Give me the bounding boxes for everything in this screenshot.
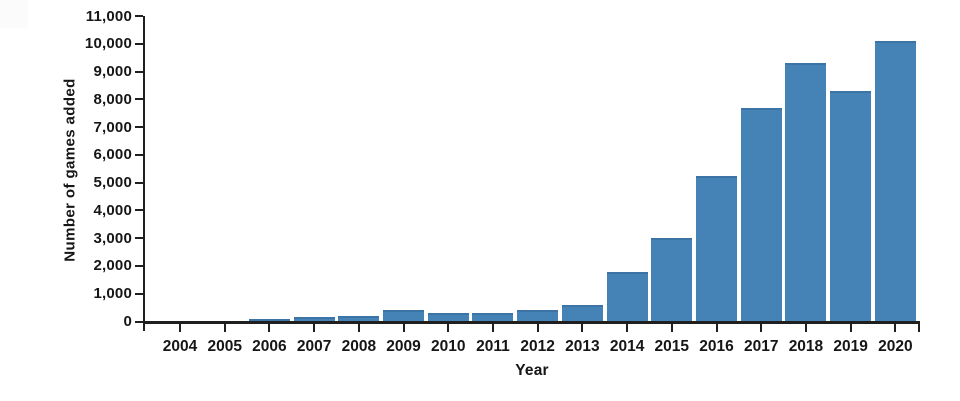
y-axis-tick-label: 8,000 bbox=[93, 90, 132, 108]
y-axis-tick bbox=[135, 126, 143, 129]
x-axis-tick-label: 2012 bbox=[520, 338, 555, 355]
x-axis-tick-label: 2014 bbox=[609, 338, 645, 355]
y-axis-tick bbox=[135, 15, 143, 18]
x-axis-tick bbox=[357, 324, 360, 332]
x-axis-tick bbox=[804, 324, 807, 332]
x-axis-tick-label: 2009 bbox=[386, 338, 421, 355]
x-axis-tick bbox=[447, 324, 450, 332]
y-axis-tick bbox=[135, 181, 143, 184]
bar-2011 bbox=[472, 313, 514, 322]
y-axis-tick-label: 6,000 bbox=[93, 146, 132, 164]
bar-2012 bbox=[517, 310, 559, 322]
y-axis-tick bbox=[135, 98, 143, 101]
x-axis-tick-label: 2017 bbox=[743, 338, 779, 355]
x-axis-tick bbox=[313, 324, 316, 332]
bar-2008 bbox=[338, 315, 380, 322]
y-axis-tick-label: 9,000 bbox=[93, 63, 132, 81]
x-axis-tick-label: 2016 bbox=[699, 338, 734, 355]
x-axis-tick bbox=[715, 324, 718, 332]
y-axis-tick bbox=[135, 292, 143, 295]
bar-2010 bbox=[427, 313, 469, 322]
y-axis-tick-label: 10,000 bbox=[84, 35, 132, 53]
x-axis-tick-label: 2015 bbox=[654, 338, 690, 355]
x-axis-tick-label: 2011 bbox=[476, 338, 510, 355]
y-axis-tick-label: 11,000 bbox=[85, 7, 132, 25]
x-axis-tick-label: 2018 bbox=[788, 338, 824, 355]
x-axis-tick bbox=[179, 324, 181, 332]
x-axis-tick bbox=[581, 324, 584, 332]
y-axis-tick-label: 2,000 bbox=[93, 257, 132, 275]
x-axis-tick bbox=[760, 324, 763, 332]
x-axis-tick bbox=[402, 324, 405, 332]
x-axis-tick-label: 2007 bbox=[296, 338, 332, 355]
x-axis-tick bbox=[491, 324, 494, 332]
x-axis-tick bbox=[268, 324, 271, 332]
x-axis-tick bbox=[670, 324, 673, 332]
x-axis-line bbox=[143, 321, 920, 324]
x-axis-tick bbox=[536, 324, 539, 332]
bar-2006 bbox=[248, 318, 290, 322]
x-axis-tick-label: 2019 bbox=[833, 338, 868, 355]
x-axis-tick bbox=[223, 324, 226, 332]
x-axis-title: Year bbox=[515, 362, 549, 379]
y-axis-tick-label: 4,000 bbox=[93, 201, 132, 219]
x-axis-tick bbox=[894, 324, 897, 332]
y-axis-tick bbox=[135, 42, 143, 45]
y-axis-tick-label: 0 bbox=[123, 313, 132, 330]
y-axis-tick bbox=[135, 264, 143, 267]
x-axis-tick-label: 2013 bbox=[565, 338, 600, 355]
x-axis-tick-label: 2005 bbox=[207, 338, 242, 355]
bar-2020 bbox=[874, 41, 916, 322]
bar-2014 bbox=[606, 271, 648, 322]
x-axis-end-tick bbox=[918, 324, 920, 332]
y-axis-tick bbox=[135, 237, 143, 240]
y-axis-tick bbox=[135, 320, 143, 323]
bar-2017 bbox=[740, 107, 782, 322]
bar-2019 bbox=[830, 91, 872, 322]
y-axis-tick-label: 3,000 bbox=[93, 229, 132, 247]
x-axis-tick bbox=[626, 324, 629, 332]
x-axis-tick-label: 2020 bbox=[878, 338, 913, 355]
screenshot-corner-artifact bbox=[0, 0, 28, 28]
x-axis-tick-label: 2006 bbox=[252, 338, 287, 355]
bar-2015 bbox=[651, 238, 693, 322]
y-axis-tick-label: 1,000 bbox=[93, 285, 132, 303]
y-axis-line bbox=[143, 16, 146, 331]
y-axis-tick bbox=[135, 70, 143, 73]
x-axis-tick bbox=[849, 324, 852, 332]
x-axis-tick-label: 2004 bbox=[162, 338, 198, 355]
x-axis-tick-label: 2010 bbox=[431, 338, 466, 355]
bar-2013 bbox=[561, 304, 603, 322]
bar-2018 bbox=[785, 63, 827, 322]
bar-2016 bbox=[696, 175, 738, 322]
bar-2007 bbox=[293, 317, 335, 322]
y-axis-tick-label: 7,000 bbox=[93, 118, 132, 136]
y-axis-tick-label: 5,000 bbox=[93, 174, 132, 192]
y-axis-tick bbox=[135, 153, 143, 156]
bar-2009 bbox=[383, 310, 425, 322]
x-axis-tick-label: 2008 bbox=[341, 338, 377, 355]
y-axis-tick bbox=[135, 209, 143, 212]
